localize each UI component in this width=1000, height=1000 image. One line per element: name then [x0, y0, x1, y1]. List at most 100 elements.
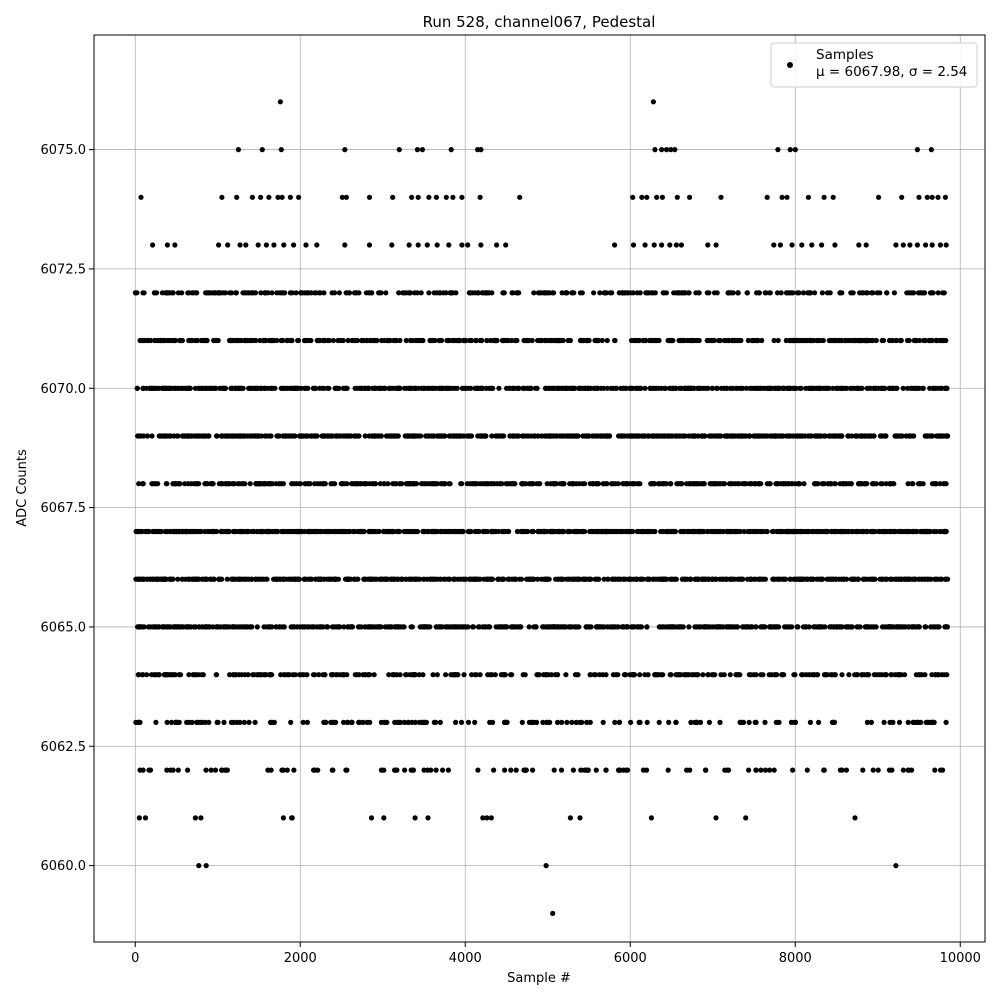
data-point: [222, 481, 228, 487]
data-point: [515, 433, 521, 439]
data-point: [152, 624, 158, 630]
data-point: [247, 337, 253, 344]
data-point: [482, 290, 488, 296]
data-point: [547, 719, 553, 726]
data-point: [717, 528, 723, 535]
data-point: [741, 528, 747, 535]
data-point: [534, 385, 540, 391]
data-point: [792, 147, 798, 153]
data-point: [433, 767, 439, 773]
data-point: [838, 385, 844, 391]
data-point: [784, 290, 790, 296]
data-point: [636, 528, 642, 535]
data-point: [328, 481, 334, 487]
data-point: [710, 624, 716, 630]
data-point: [701, 576, 707, 582]
data-point: [156, 337, 162, 344]
data-point: [525, 385, 531, 391]
data-point: [529, 528, 535, 535]
data-point: [455, 624, 461, 630]
data-point: [164, 528, 171, 535]
data-point: [277, 99, 283, 105]
data-point: [767, 767, 773, 773]
data-point: [711, 528, 718, 535]
data-point: [833, 576, 839, 582]
data-point: [716, 624, 722, 630]
data-point: [914, 147, 921, 153]
data-point: [555, 528, 562, 535]
data-point: [881, 719, 887, 726]
data-point: [552, 672, 559, 678]
data-point: [339, 528, 345, 535]
data-point: [297, 481, 304, 487]
data-point: [326, 528, 332, 535]
data-point: [944, 385, 950, 391]
data-point: [254, 528, 260, 535]
data-point: [403, 576, 409, 582]
data-point: [213, 337, 219, 344]
data-point: [616, 528, 622, 535]
data-point: [603, 767, 609, 773]
data-point: [146, 767, 152, 773]
data-point: [557, 481, 563, 487]
data-point: [430, 528, 436, 535]
data-point: [711, 290, 718, 296]
data-point: [530, 719, 536, 726]
data-point: [759, 337, 765, 344]
data-point: [448, 528, 455, 535]
data-point: [705, 672, 711, 678]
data-point: [179, 337, 185, 344]
data-point: [634, 576, 640, 582]
data-point: [463, 576, 469, 582]
data-point: [864, 290, 871, 296]
data-point: [793, 576, 799, 582]
data-point: [912, 385, 919, 391]
data-point: [149, 576, 155, 582]
data-point: [191, 481, 197, 487]
data-point: [215, 624, 221, 630]
data-point: [644, 194, 650, 200]
data-point: [331, 624, 337, 630]
data-point: [407, 528, 413, 535]
data-point: [928, 433, 934, 439]
data-point: [333, 433, 339, 439]
data-point: [245, 624, 251, 630]
data-point: [249, 194, 255, 200]
data-point: [292, 672, 298, 678]
data-point: [219, 194, 225, 200]
data-point: [247, 433, 253, 439]
data-point: [683, 385, 689, 391]
data-point: [697, 719, 704, 726]
data-point: [571, 385, 577, 391]
data-point: [229, 385, 235, 391]
data-point: [322, 481, 328, 487]
data-point: [717, 337, 724, 344]
data-point: [883, 481, 889, 487]
data-point: [800, 290, 807, 296]
data-point: [489, 528, 495, 535]
data-point: [223, 624, 229, 630]
data-point: [916, 576, 922, 582]
data-point: [349, 624, 355, 630]
data-point: [363, 576, 369, 582]
data-point: [461, 433, 467, 439]
data-point: [192, 815, 198, 821]
data-point: [450, 194, 456, 200]
data-point: [200, 672, 206, 678]
data-point: [233, 576, 239, 582]
data-point: [675, 290, 681, 296]
data-point: [672, 528, 678, 535]
data-point: [749, 337, 755, 344]
data-point: [827, 433, 833, 439]
data-point: [469, 672, 475, 678]
data-point: [301, 528, 308, 535]
data-point: [334, 385, 340, 391]
data-point: [268, 767, 274, 773]
data-point: [536, 672, 542, 678]
data-point: [302, 385, 308, 391]
data-point: [464, 481, 470, 487]
data-point: [554, 719, 561, 726]
data-point: [254, 624, 260, 630]
data-point: [535, 576, 541, 582]
data-point: [252, 719, 258, 726]
